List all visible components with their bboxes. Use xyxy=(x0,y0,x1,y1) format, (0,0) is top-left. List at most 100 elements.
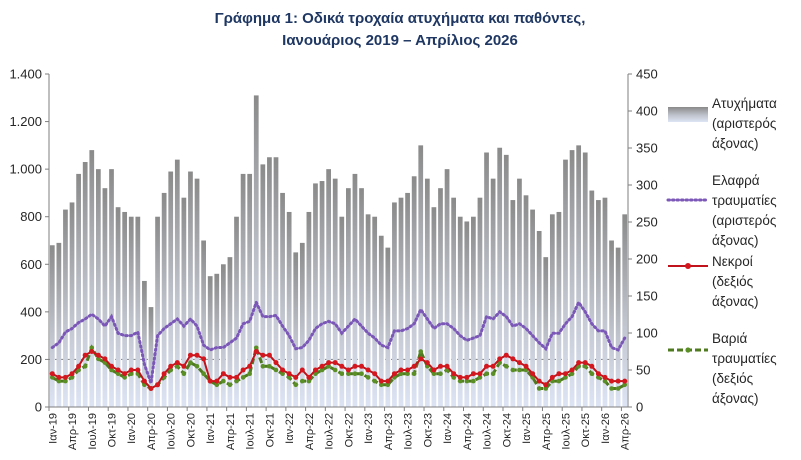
x-axis-tick-label: Ιουλ-19 xyxy=(87,413,99,450)
point-deaths xyxy=(207,378,213,384)
point-deaths xyxy=(365,367,371,373)
legend-marker-serious-injuries xyxy=(685,347,691,353)
bar-accidents xyxy=(142,280,147,407)
point-serious-injuries xyxy=(234,378,239,384)
bar-accidents xyxy=(109,169,114,407)
point-deaths xyxy=(332,360,338,366)
point-deaths xyxy=(102,356,108,362)
point-serious-injuries xyxy=(569,371,575,377)
legend-label-line: Βαριά xyxy=(712,331,747,346)
point-serious-injuries xyxy=(503,364,509,369)
x-axis-tick-label: Ιαν-21 xyxy=(205,413,217,444)
x-axis-tick-label: Ιαν-19 xyxy=(47,413,59,444)
legend-layer: Ατυχήματα (αριστερός άξονας) Ελαφρά τραυματί… xyxy=(666,96,777,406)
point-deaths xyxy=(115,367,121,373)
point-deaths xyxy=(273,360,279,366)
bar-accidents xyxy=(576,145,582,407)
x-axis-tick-label: Οκτ-21 xyxy=(264,413,276,447)
bar-accidents xyxy=(148,307,154,407)
point-serious-injuries xyxy=(464,378,470,384)
point-serious-injuries xyxy=(69,375,75,380)
x-axis-tick-label: Ιουλ-20 xyxy=(166,413,178,450)
right-axis-tick-label: 400 xyxy=(636,104,658,119)
bar-accidents xyxy=(280,192,285,407)
bar-accidents xyxy=(253,95,259,408)
bar-accidents xyxy=(477,197,483,407)
bar-accidents xyxy=(339,216,345,407)
axes-layer: 0 200 400 600 800 1.000 1.200 1.400 0 50 100 150 200… xyxy=(9,67,657,451)
right-axis-tick-label: 150 xyxy=(636,289,658,304)
point-serious-injuries xyxy=(602,378,608,384)
bar-accidents xyxy=(82,162,88,407)
point-deaths xyxy=(293,374,299,380)
point-serious-injuries xyxy=(286,375,292,380)
chart-title-line-2: Ιανουάριος 2019 – Απρίλιος 2026 xyxy=(282,32,518,49)
point-serious-injuries xyxy=(622,382,628,388)
x-axis-tick-label: Απρ-20 xyxy=(146,413,158,450)
point-serious-injuries xyxy=(418,349,424,354)
point-serious-injuries xyxy=(260,364,266,369)
point-serious-injuries xyxy=(56,378,62,384)
bar-accidents xyxy=(260,164,266,407)
bar-accidents xyxy=(332,178,338,407)
bar-accidents xyxy=(69,202,75,407)
point-deaths xyxy=(437,363,443,369)
bar-accidents xyxy=(273,157,279,407)
point-serious-injuries xyxy=(352,371,358,377)
point-serious-injuries xyxy=(477,375,483,380)
point-deaths xyxy=(128,367,134,373)
bar-accidents xyxy=(240,173,246,407)
point-serious-injuries xyxy=(365,375,371,380)
point-deaths xyxy=(523,363,529,369)
series-light-injuries-line xyxy=(50,298,627,384)
bar-accidents xyxy=(76,173,81,407)
x-axis-tick-label: Ιαν-22 xyxy=(284,413,296,444)
bar-accidents xyxy=(471,216,476,407)
point-deaths xyxy=(234,374,240,380)
point-deaths xyxy=(253,349,259,354)
x-axis-tick-label: Απρ-23 xyxy=(383,413,395,450)
bar-accidents xyxy=(161,192,167,407)
point-serious-injuries xyxy=(484,371,489,377)
bar-accidents xyxy=(464,221,470,407)
point-deaths xyxy=(569,367,575,373)
bar-accidents xyxy=(418,145,424,407)
point-serious-injuries xyxy=(556,378,562,384)
point-serious-injuries xyxy=(181,371,187,377)
point-deaths xyxy=(280,367,286,373)
point-deaths xyxy=(306,374,312,380)
right-axis-tick-label: 100 xyxy=(636,326,658,341)
x-axis-tick-label: Ιαν-24 xyxy=(442,413,454,444)
point-deaths xyxy=(312,367,318,373)
bar-accidents xyxy=(174,159,180,407)
point-serious-injuries xyxy=(293,382,299,388)
x-axis-tick-label: Ιαν-26 xyxy=(600,413,612,444)
legend-label-line: άξονας) xyxy=(712,136,759,151)
point-serious-injuries xyxy=(543,386,549,391)
bar-accidents xyxy=(372,216,378,407)
x-axis-tick-label: Ιαν-25 xyxy=(521,413,533,444)
point-deaths xyxy=(49,371,55,377)
x-axis-tick-label: Οκτ-19 xyxy=(107,413,119,447)
point-serious-injuries xyxy=(372,378,377,384)
legend-label-line: (αριστερός xyxy=(712,213,777,228)
legend-label-line: (αριστερός xyxy=(712,116,777,131)
point-serious-injuries xyxy=(175,364,180,369)
bar-accidents xyxy=(115,207,121,407)
legend-label-line: Νεκροί xyxy=(712,254,753,269)
point-serious-injuries xyxy=(306,378,312,384)
point-deaths xyxy=(319,363,325,369)
point-deaths xyxy=(444,363,450,369)
bar-accidents xyxy=(214,273,220,407)
legend-label-line: (δεξιός xyxy=(712,274,754,289)
point-serious-injuries xyxy=(332,367,338,373)
left-axis-tick-label: 200 xyxy=(20,352,42,367)
x-axis-tick-label: Ιαν-20 xyxy=(126,413,138,444)
bar-accidents xyxy=(536,230,542,407)
bar-accidents xyxy=(56,242,62,407)
point-deaths xyxy=(214,378,220,384)
bar-accidents xyxy=(405,192,410,407)
point-deaths xyxy=(181,363,187,369)
point-deaths xyxy=(95,352,101,358)
